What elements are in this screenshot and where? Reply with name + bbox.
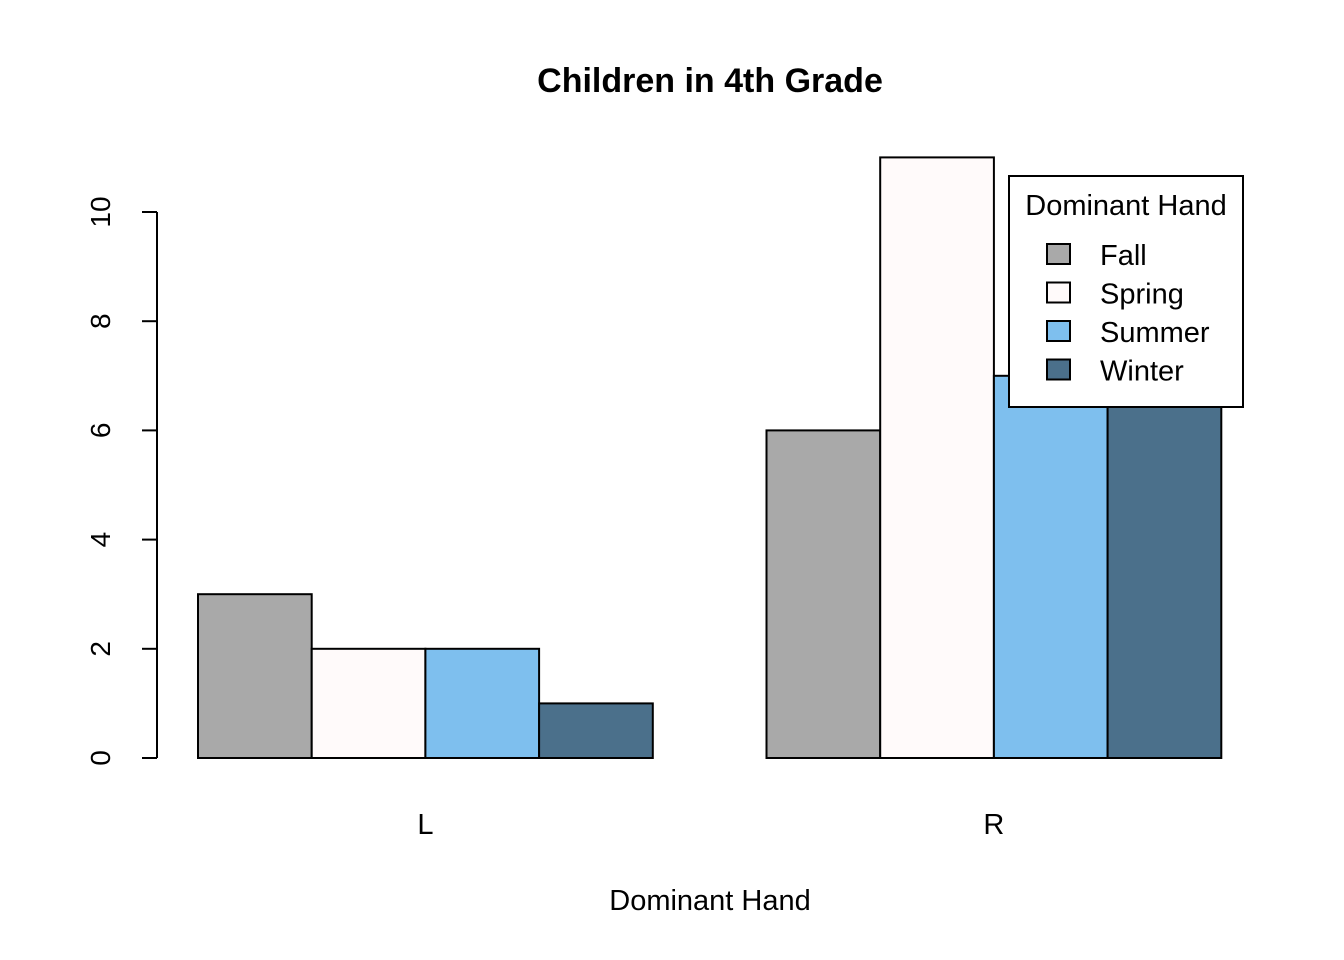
bar-r-spring — [879, 156, 995, 759]
chart-title: Children in 4th Grade — [537, 62, 883, 100]
x-category-label-l: L — [417, 809, 433, 841]
bar-l-winter — [538, 702, 654, 760]
legend-label-summer: Summer — [1100, 317, 1210, 349]
legend-swatch-winter — [1046, 358, 1071, 381]
y-tick-label-0: 0 — [85, 750, 116, 766]
bar-r-winter — [1106, 374, 1223, 759]
legend-items: Fall Spring Summer Winter — [1046, 240, 1210, 388]
legend-swatch-fall — [1046, 243, 1071, 265]
legend-label-spring: Spring — [1100, 279, 1184, 311]
y-tick-label-10: 10 — [85, 196, 116, 227]
x-category-label-r: R — [983, 809, 1004, 841]
y-tick-label-4: 4 — [85, 532, 116, 548]
legend-label-fall: Fall — [1100, 240, 1147, 272]
legend-title: Dominant Hand — [1025, 190, 1227, 222]
legend-label-winter: Winter — [1100, 356, 1184, 388]
y-tick-label-2: 2 — [85, 641, 116, 657]
bar-r-summer — [992, 374, 1109, 759]
bar-l-summer — [424, 647, 541, 759]
legend-swatch-spring — [1046, 281, 1071, 304]
legend: Dominant Hand Fall Spring Summer Winter — [1008, 175, 1244, 408]
bar-l-spring — [310, 647, 427, 759]
y-tick-label-8: 8 — [85, 313, 116, 329]
x-axis-title: Dominant Hand — [609, 885, 811, 917]
legend-swatch-summer — [1046, 320, 1071, 342]
y-tick-label-6: 6 — [85, 423, 116, 439]
bar-r-fall — [765, 429, 882, 759]
bar-l-fall — [197, 593, 313, 760]
y-axis: 0 2 4 6 8 10 — [85, 196, 158, 766]
bars-layer — [197, 156, 1223, 760]
